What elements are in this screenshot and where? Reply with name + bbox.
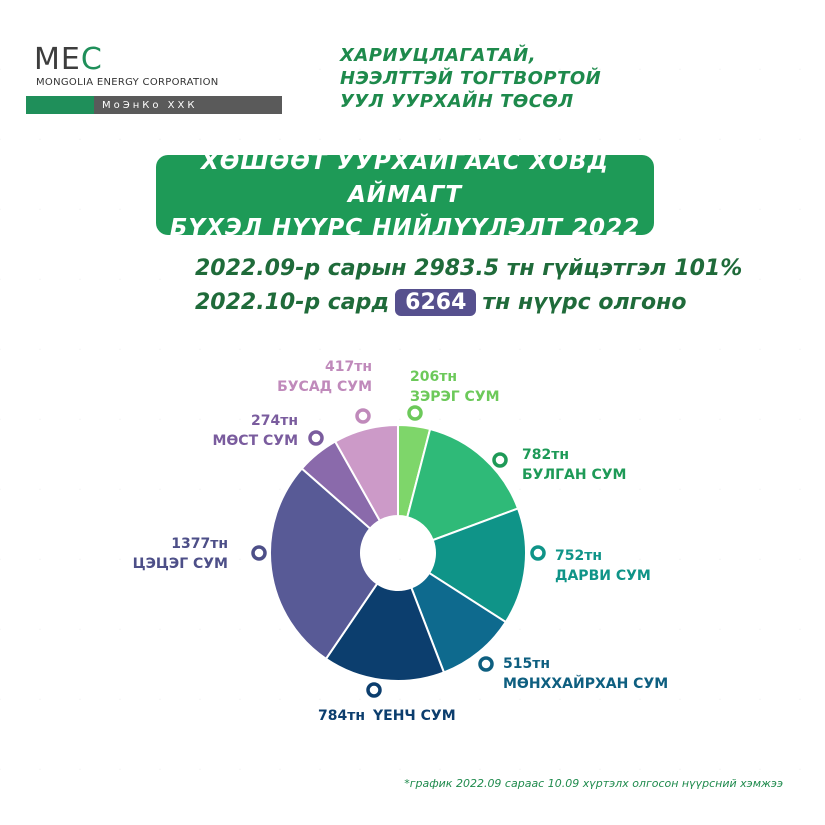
pie-slice-4	[324, 582, 446, 682]
stat-october: 2022.10-р сард 6264 тн нүүрс олгоно	[195, 289, 686, 316]
pie-slice-2	[427, 507, 527, 624]
slice-name-label-0: ЗЭРЭГ СУМ	[410, 389, 500, 405]
pie-slice-7	[333, 423, 399, 523]
slice-value-label-6: 274тн	[251, 413, 298, 429]
logo-mark: MEC	[34, 42, 103, 77]
logo-bar-green	[26, 96, 94, 114]
slice-marker-7	[355, 408, 371, 424]
slice-name-label-6: МӨСТ СУМ	[212, 433, 298, 449]
logo-mark-accent: C	[80, 42, 103, 77]
slice-value-label-2: 752тн	[555, 548, 602, 564]
slice-value-label-5: 1377тн	[171, 536, 228, 552]
stat-september-text: 2022.09-р сарын 2983.5 тн гүйцэтгэл	[195, 256, 667, 281]
banner-line-2: БҮХЭЛ НҮҮРС НИЙЛҮҮЛЭЛТ 2022	[169, 214, 641, 241]
logo-bar: МоЭнКо ХХК	[26, 96, 282, 114]
tagline-line-1: ХАРИУЦЛАГАТАЙ,	[340, 45, 537, 66]
slice-marker-3	[478, 656, 494, 672]
slice-value-label-7: 417тн	[325, 359, 372, 375]
slice-marker-6	[308, 430, 324, 446]
logo-corporation-name: MONGOLIA ENERGY CORPORATION	[36, 77, 219, 88]
slice-value-label-4: 784тн	[318, 708, 365, 724]
slice-value-label-1: 782тн	[522, 447, 569, 463]
slice-value-label-0: 206тн	[410, 369, 457, 385]
tagline: ХАРИУЦЛАГАТАЙ, НЭЭЛТТЭЙ ТОГТВОРТОЙ УУЛ У…	[340, 44, 640, 113]
logo-mark-main: ME	[34, 42, 81, 77]
slice-value-label-3: 515тн	[503, 656, 550, 672]
slice-marker-4	[366, 682, 382, 698]
slice-label-4: 784тн ҮЕНЧ СУМ	[318, 708, 456, 724]
stat-september: 2022.09-р сарын 2983.5 тн гүйцэтгэл 101%	[195, 256, 742, 281]
pie-slice-1	[406, 427, 520, 542]
slice-name-label-1: БУЛГАН СУМ	[522, 467, 626, 483]
slice-name-label-4: ҮЕНЧ СУМ	[372, 708, 456, 724]
title-banner: ХӨШӨӨТ УУРХАЙГААС ХОВД АЙМАГТ БҮХЭЛ НҮҮР…	[156, 149, 654, 241]
slice-marker-1	[492, 452, 508, 468]
stat-october-prefix: 2022.10-р сард	[195, 290, 390, 315]
pie-slice-5	[269, 467, 379, 661]
slice-marker-0	[407, 405, 423, 421]
logo-bar-text: МоЭнКо ХХК	[94, 96, 282, 114]
slice-name-label-5: ЦЭЦЭГ СУМ	[133, 556, 228, 572]
slice-name-label-3: МӨНХХАЙРХАН СУМ	[503, 675, 668, 692]
tagline-line-2: НЭЭЛТТЭЙ ТОГТВОРТОЙ	[340, 68, 602, 89]
slice-name-label-2: ДАРВИ СУМ	[555, 568, 651, 584]
footnote: *график 2022.09 сараас 10.09 хүртэлх олг…	[404, 777, 783, 790]
banner-line-1: ХӨШӨӨТ УУРХАЙГААС ХОВД АЙМАГТ	[200, 148, 610, 208]
company-logo: MEC MONGOLIA ENERGY CORPORATION МоЭнКо Х…	[26, 38, 282, 116]
tagline-line-3: УУЛ УУРХАЙН ТӨСӨЛ	[340, 91, 574, 112]
slice-marker-5	[251, 545, 267, 561]
slice-marker-2	[530, 545, 546, 561]
stat-september-percent: 101%	[674, 256, 743, 281]
stat-october-value-badge: 6264	[395, 289, 477, 316]
slice-name-label-7: БУСАД СУМ	[277, 379, 372, 395]
stat-october-suffix: тн нүүрс олгоно	[482, 290, 687, 315]
